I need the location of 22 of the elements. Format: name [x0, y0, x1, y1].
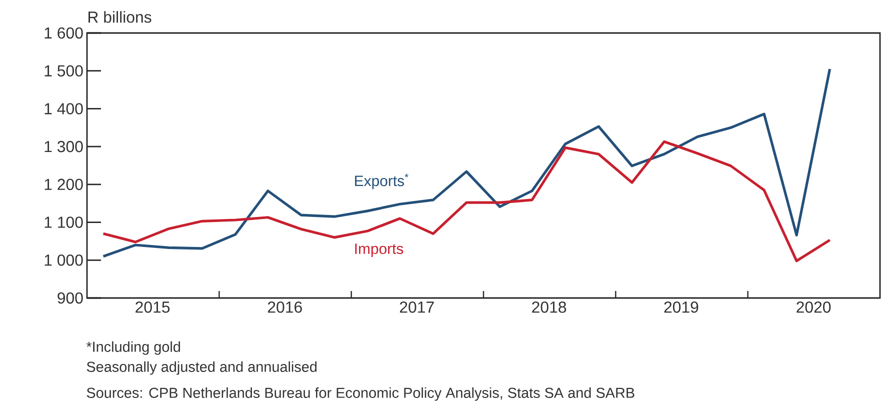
- x-tick-label: 2020: [796, 302, 831, 313]
- text: *Including gold: [86, 341, 180, 355]
- x-tick-label: 2016: [268, 302, 302, 313]
- y-tick-label: 1 600: [44, 27, 83, 39]
- series-label: Exports$^{*}$: [355, 174, 408, 190]
- x-tick-label: 2017: [400, 302, 434, 313]
- y-tick-label: 900: [58, 292, 83, 304]
- y-tick-label: 1 400: [44, 103, 83, 114]
- x-tick-label: 2019: [664, 302, 698, 313]
- y-tick-label: 1 300: [44, 140, 83, 152]
- y-tick-label: 1 000: [44, 254, 83, 266]
- line-series: [102, 68, 832, 258]
- x-tick-label: 2015: [136, 302, 170, 313]
- series-label: Imports: [355, 244, 404, 257]
- line-series: [102, 140, 832, 262]
- y-tick-label: 1 200: [44, 178, 83, 190]
- x-tick-label: 2018: [532, 302, 566, 313]
- y-tick-label: 1 100: [44, 216, 83, 228]
- y-tick-label: 1 500: [44, 65, 83, 76]
- y-axis-title: R billions: [88, 11, 152, 23]
- source-note: Sources: CPB Netherlands Bureau for Economic Policy Analysis, Stats SA and SARB: [86, 387, 634, 401]
- text: Seasonally adjusted and annualised: [86, 361, 317, 375]
